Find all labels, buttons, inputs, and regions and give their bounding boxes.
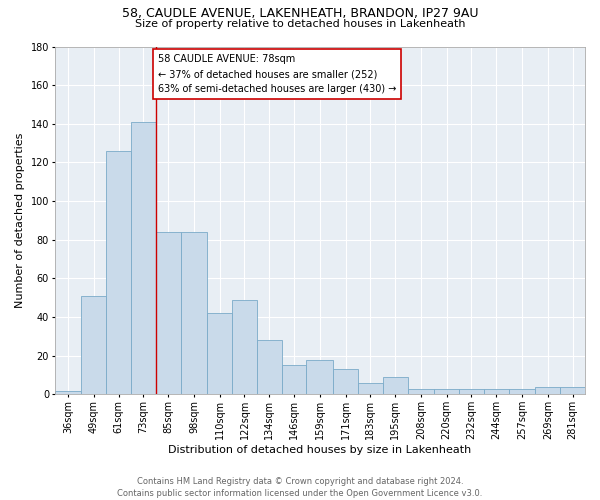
- Bar: [434, 388, 459, 394]
- Bar: [560, 386, 585, 394]
- Bar: [232, 300, 257, 394]
- Bar: [257, 340, 281, 394]
- Bar: [459, 388, 484, 394]
- Bar: [509, 388, 535, 394]
- Text: 58 CAUDLE AVENUE: 78sqm
← 37% of detached houses are smaller (252)
63% of semi-d: 58 CAUDLE AVENUE: 78sqm ← 37% of detache…: [158, 54, 396, 94]
- Bar: [407, 388, 434, 394]
- Bar: [383, 377, 407, 394]
- Text: Contains HM Land Registry data © Crown copyright and database right 2024.
Contai: Contains HM Land Registry data © Crown c…: [118, 476, 482, 498]
- Bar: [156, 232, 181, 394]
- X-axis label: Distribution of detached houses by size in Lakenheath: Distribution of detached houses by size …: [168, 445, 472, 455]
- Text: 58, CAUDLE AVENUE, LAKENHEATH, BRANDON, IP27 9AU: 58, CAUDLE AVENUE, LAKENHEATH, BRANDON, …: [122, 8, 478, 20]
- Bar: [82, 296, 106, 394]
- Bar: [131, 122, 156, 394]
- Y-axis label: Number of detached properties: Number of detached properties: [15, 133, 25, 308]
- Text: Size of property relative to detached houses in Lakenheath: Size of property relative to detached ho…: [135, 19, 465, 29]
- Bar: [106, 151, 131, 394]
- Bar: [358, 383, 383, 394]
- Bar: [181, 232, 208, 394]
- Bar: [333, 370, 358, 394]
- Bar: [281, 366, 307, 394]
- Bar: [484, 388, 509, 394]
- Bar: [55, 390, 82, 394]
- Bar: [307, 360, 333, 394]
- Bar: [535, 386, 560, 394]
- Bar: [208, 313, 232, 394]
